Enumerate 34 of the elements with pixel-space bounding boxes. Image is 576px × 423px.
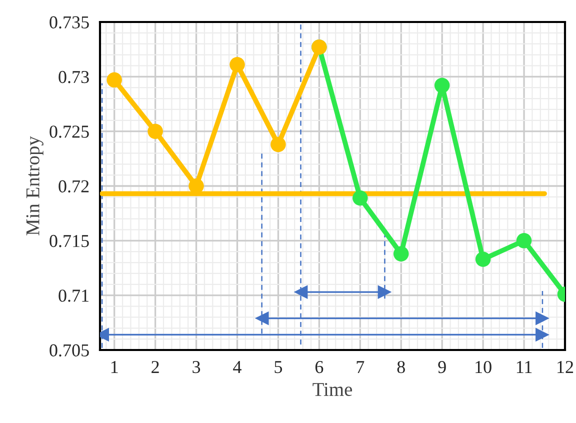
x-tick-label: 1	[111, 361, 118, 373]
x-tick-label: 7	[356, 361, 364, 373]
x-tick-label: 6	[315, 360, 324, 374]
x-tick-label: 4	[233, 361, 242, 373]
y-tick-label: 0.715	[50, 234, 89, 248]
point	[378, 285, 392, 299]
point	[270, 136, 286, 152]
point	[106, 72, 122, 88]
point	[393, 246, 409, 262]
y-tick-label: 0.71	[58, 290, 88, 302]
y-tick-label: 0.72	[58, 180, 89, 193]
y-tick-label: 0.725	[50, 126, 89, 138]
x-tick-label: 9	[438, 360, 446, 374]
point	[536, 311, 550, 326]
point	[254, 311, 269, 326]
point	[230, 57, 245, 72]
point	[475, 252, 491, 267]
x-tick-label: 5	[274, 361, 282, 374]
point	[352, 190, 368, 206]
y-tick-label: 0.735	[50, 16, 89, 29]
point	[434, 78, 450, 94]
x-tick-label: 8	[397, 360, 405, 374]
point	[516, 233, 532, 248]
x-tick-label: 3	[192, 360, 200, 374]
point	[294, 285, 308, 299]
x-tick-label: 10	[476, 360, 492, 374]
x-tick-label: 2	[152, 360, 159, 373]
x-tick-label: 11	[516, 361, 532, 373]
x-axis-title: Time	[312, 382, 352, 396]
y-tick-label: 0.705	[50, 344, 89, 357]
point	[148, 124, 163, 139]
y-tick-label: 0.73	[58, 70, 89, 84]
y-axis-title: Min Entropy	[26, 136, 44, 236]
x-tick-label: 12	[558, 360, 574, 373]
